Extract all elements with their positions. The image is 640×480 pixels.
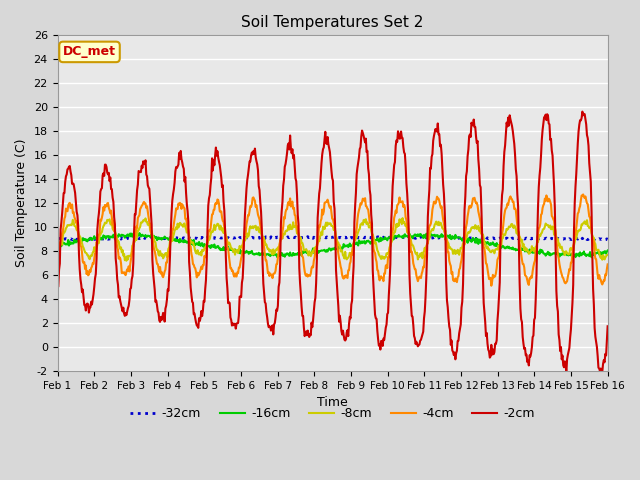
-2cm: [120, 311, 128, 316]
-8cm: [177, 221, 184, 227]
-32cm: [417, 234, 425, 240]
-8cm: [417, 253, 425, 259]
-32cm: [69, 237, 77, 243]
Legend: -32cm, -16cm, -8cm, -4cm, -2cm: -32cm, -16cm, -8cm, -4cm, -2cm: [125, 402, 540, 425]
-16cm: [417, 231, 424, 237]
-16cm: [177, 239, 184, 245]
-4cm: [205, 228, 213, 233]
-2cm: [563, 371, 570, 376]
-32cm: [121, 236, 129, 242]
-16cm: [588, 254, 595, 260]
Line: -4cm: -4cm: [58, 194, 607, 286]
-8cm: [604, 252, 611, 258]
-8cm: [63, 222, 71, 228]
-8cm: [54, 247, 61, 253]
-16cm: [604, 248, 611, 253]
Line: -32cm: -32cm: [58, 237, 607, 240]
Y-axis label: Soil Temperature (C): Soil Temperature (C): [15, 139, 28, 267]
-4cm: [488, 283, 495, 288]
-16cm: [136, 230, 143, 236]
-32cm: [604, 237, 611, 242]
Line: -2cm: -2cm: [58, 112, 607, 373]
-4cm: [120, 269, 128, 275]
Text: DC_met: DC_met: [63, 46, 116, 59]
Line: -8cm: -8cm: [58, 218, 607, 261]
-32cm: [54, 236, 61, 241]
-8cm: [401, 221, 409, 227]
X-axis label: Time: Time: [317, 396, 348, 409]
-32cm: [401, 235, 409, 240]
-32cm: [206, 234, 214, 240]
Title: Soil Temperatures Set 2: Soil Temperatures Set 2: [241, 15, 424, 30]
-2cm: [205, 195, 213, 201]
-8cm: [206, 236, 214, 242]
-4cm: [579, 192, 587, 197]
-4cm: [399, 204, 407, 210]
-2cm: [604, 324, 611, 329]
-32cm: [63, 236, 71, 242]
-8cm: [122, 258, 130, 264]
-16cm: [206, 244, 214, 250]
-4cm: [54, 257, 61, 263]
-2cm: [399, 144, 407, 150]
-16cm: [120, 233, 128, 239]
-16cm: [54, 243, 61, 249]
-4cm: [415, 274, 423, 279]
-2cm: [54, 285, 61, 290]
Line: -16cm: -16cm: [58, 233, 607, 257]
-16cm: [63, 241, 71, 247]
-32cm: [304, 234, 312, 240]
-4cm: [176, 200, 184, 206]
-2cm: [63, 167, 71, 172]
-2cm: [579, 109, 586, 115]
-16cm: [400, 234, 408, 240]
-32cm: [177, 234, 184, 240]
-8cm: [120, 251, 128, 257]
-8cm: [399, 215, 406, 221]
-4cm: [604, 262, 611, 267]
-2cm: [176, 156, 184, 162]
-2cm: [415, 342, 423, 348]
-4cm: [63, 208, 71, 214]
